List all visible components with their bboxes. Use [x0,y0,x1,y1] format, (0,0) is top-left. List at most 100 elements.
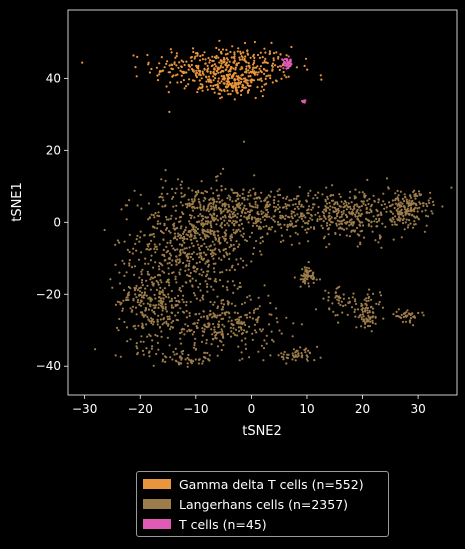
scatter-point [320,217,323,220]
scatter-point [299,212,303,215]
scatter-point [266,61,269,65]
scatter-point [165,320,168,323]
scatter-point [193,198,196,201]
scatter-point [148,350,151,353]
scatter-point [109,278,112,281]
scatter-point [300,352,303,355]
scatter-point [301,268,304,271]
scatter-point [138,287,141,290]
scatter-point [372,215,375,218]
scatter-point [254,96,257,100]
scatter-point [178,271,181,274]
scatter-point [215,316,218,319]
scatter-point [147,245,150,248]
scatter-point [409,222,412,225]
scatter-point [175,360,178,363]
scatter-point [188,329,191,333]
scatter-point [398,219,401,222]
scatter-point [210,328,213,331]
scatter-point [221,305,225,309]
scatter-point [340,200,343,203]
scatter-point [184,269,187,272]
scatter-point [135,284,138,287]
scatter-point [221,330,224,333]
scatter-point [242,266,245,269]
scatter-point [193,234,196,237]
scatter-point [285,197,288,200]
scatter-point [405,198,408,201]
scatter-point [196,227,199,231]
scatter-point [271,81,274,84]
scatter-point [375,302,378,305]
scatter-point [353,195,356,198]
scatter-point [330,216,333,219]
scatter-point [303,272,306,275]
scatter-point [195,240,199,243]
scatter-point [274,208,277,211]
scatter-point [243,196,246,199]
scatter-point [377,198,381,201]
scatter-point [187,83,190,86]
scatter-point [192,224,195,227]
scatter-point [267,294,270,297]
scatter-point [211,59,214,63]
scatter-point [334,314,337,317]
scatter-point [224,216,227,219]
scatter-point [367,296,370,300]
scatter-point [225,268,228,272]
scatter-point [256,78,260,81]
scatter-point [202,315,205,318]
scatter-point [233,51,236,54]
scatter-point [197,214,200,218]
scatter-point [334,296,337,299]
scatter-point [200,245,203,248]
scatter-point [123,240,126,243]
scatter-point [417,190,421,193]
scatter-point [207,324,210,327]
scatter-point [148,71,151,74]
scatter-point [232,74,235,77]
scatter-point [330,221,333,224]
scatter-point [385,177,389,180]
scatter-point [312,271,315,274]
scatter-point [264,213,267,216]
scatter-point [219,88,222,91]
scatter-point [355,203,358,206]
scatter-point [229,50,232,54]
scatter-point [308,270,311,273]
scatter-point [301,354,304,357]
scatter-point [166,249,170,253]
scatter-point [182,195,185,198]
scatter-point [335,287,338,290]
scatter-point [233,61,236,64]
scatter-point [416,216,419,219]
scatter-point [364,302,367,305]
scatter-point [402,222,405,225]
scatter-point [202,73,205,76]
scatter-point [286,225,289,228]
scatter-point [212,205,215,208]
scatter-point [367,224,370,227]
scatter-point [226,209,229,212]
scatter-point [190,242,193,245]
scatter-point [227,194,230,197]
scatter-point [140,291,144,294]
scatter-point [136,234,139,237]
scatter-point [146,335,149,338]
scatter-point [145,347,148,350]
scatter-point [166,315,169,318]
scatter-point [278,329,281,332]
scatter-point [238,224,241,227]
scatter-point [286,357,289,360]
scatter-point [248,311,251,314]
scatter-point [338,193,341,196]
scatter-point [244,343,247,346]
scatter-point [402,199,406,203]
scatter-point [417,311,420,315]
scatter-point [368,211,371,214]
scatter-point [198,79,201,82]
scatter-point [141,284,144,287]
scatter-point [222,58,225,61]
scatter-point [256,204,259,207]
scatter-point [217,240,221,243]
